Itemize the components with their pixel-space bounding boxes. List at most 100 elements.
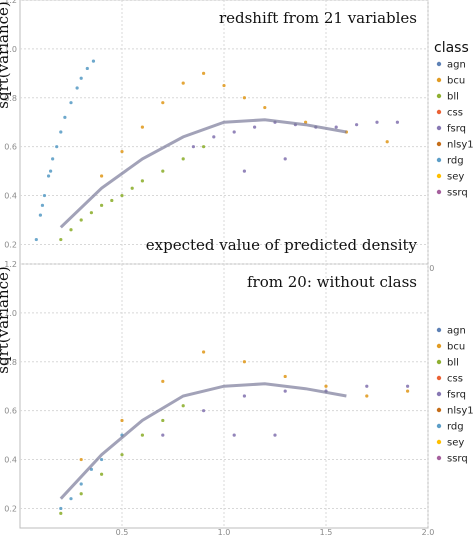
- point-rdg: [55, 145, 59, 149]
- point-bcu: [304, 120, 308, 124]
- legend-item-label: fsrq: [447, 390, 466, 401]
- point-bcu: [324, 384, 328, 388]
- point-bcu: [181, 81, 185, 85]
- point-bll: [161, 418, 165, 423]
- point-bcu: [242, 360, 246, 364]
- point-bll: [79, 218, 83, 222]
- x-tick-labels: 0.5 1.0 1.5 2.0: [116, 528, 435, 535]
- y-tick-label: 0.4: [4, 192, 17, 201]
- point-rdg: [69, 101, 73, 105]
- point-fsrq: [202, 409, 206, 413]
- legend-marker: [436, 125, 442, 131]
- point-bll: [120, 453, 124, 457]
- point-bll: [161, 169, 165, 173]
- y-tick-label: 1.2: [4, 260, 17, 269]
- legend-marker: [436, 173, 442, 179]
- point-rdg: [59, 130, 63, 134]
- point-rdg: [85, 66, 89, 71]
- point-fsrq: [212, 135, 216, 139]
- point-fsrq: [232, 433, 236, 437]
- point-fsrq: [253, 125, 257, 129]
- point-bll: [120, 193, 124, 198]
- chart-annotation: expected value of predicted density: [146, 236, 418, 254]
- x-tick-label: 1.5: [320, 528, 333, 535]
- y-tick-label: 0.4: [4, 456, 17, 465]
- y-tick-label: 1.2: [4, 0, 17, 5]
- grid: [20, 0, 429, 264]
- legend-marker: [436, 109, 442, 115]
- legend-item-label: ssrq: [447, 454, 468, 465]
- point-bcu: [161, 101, 165, 105]
- y-tick-labels: 0.2 0.4 0.6 0.8 1.0 1.2: [4, 260, 17, 513]
- legend-item-label: rdg: [447, 422, 464, 433]
- point-rdg: [46, 174, 51, 178]
- point-fsrq: [232, 130, 236, 134]
- legend-marker: [436, 327, 442, 333]
- y-tick-label: 0.2: [4, 504, 17, 513]
- point-rdg: [75, 86, 79, 90]
- y-tick-label: 0.8: [4, 94, 17, 103]
- legend-item-label: sey: [447, 438, 464, 449]
- legend-item-label: agn: [447, 60, 466, 71]
- y-tick-label: 0.8: [4, 358, 17, 367]
- legend-title: class: [434, 40, 469, 56]
- y-tick-label: 1.0: [4, 45, 17, 54]
- point-fsrq: [283, 389, 287, 393]
- point-bcu: [283, 374, 287, 379]
- point-fsrq: [355, 123, 359, 127]
- point-bcu: [385, 140, 389, 144]
- point-bll: [100, 472, 104, 476]
- point-rdg: [63, 115, 67, 119]
- point-fsrq: [365, 384, 369, 388]
- point-bll: [181, 157, 185, 161]
- legend-item-label: agn: [447, 326, 466, 337]
- y-axis-label: sqrt(variance): [0, 1, 12, 108]
- legend-marker: [436, 391, 442, 397]
- panel-top: 0.51.01.52.0 0.20.40.60.81.01.2 redshift…: [0, 0, 474, 273]
- legend-marker: [436, 359, 442, 365]
- trend-curve: [59, 118, 347, 229]
- x-tick-label: 1.0: [218, 528, 231, 535]
- legend-marker: [436, 61, 442, 67]
- point-rdg: [79, 482, 83, 486]
- scatter-points: [34, 59, 399, 242]
- point-bcu: [120, 418, 124, 423]
- legend-item-label: ssrq: [447, 188, 468, 199]
- chart-title: from 20: without class: [247, 273, 417, 291]
- point-bcu: [79, 457, 83, 462]
- scatter-points: [59, 350, 410, 515]
- point-rdg: [79, 76, 83, 80]
- point-fsrq: [273, 433, 277, 437]
- point-fsrq: [406, 384, 410, 388]
- point-rdg: [49, 169, 53, 173]
- point-bcu: [263, 105, 267, 110]
- point-fsrq: [375, 120, 379, 124]
- point-bcu: [242, 96, 246, 100]
- panel-bottom: 0.5 1.0 1.5 2.0 0.2 0.4 0.6 0.8 1.0 1.2 from 20:…: [0, 260, 474, 535]
- legend-marker: [436, 455, 442, 461]
- legend-marker: [436, 189, 442, 195]
- point-fsrq: [242, 169, 246, 173]
- legend-item-label: bcu: [447, 76, 465, 87]
- legend-marker: [436, 141, 442, 147]
- point-fsrq: [334, 125, 338, 129]
- y-tick-label: 0.6: [4, 143, 17, 152]
- point-rdg: [38, 213, 43, 217]
- trend-curve: [59, 382, 347, 500]
- point-rdg: [42, 193, 47, 198]
- point-bcu: [120, 149, 124, 154]
- legend-item-label: bll: [447, 92, 459, 103]
- point-fsrq: [395, 120, 399, 124]
- x-tick-label: 0.5: [116, 528, 129, 535]
- legend-item-label: css: [447, 374, 463, 385]
- legend-item-label: rdg: [447, 156, 464, 167]
- point-bcu: [406, 389, 410, 393]
- y-tick-label: 0.6: [4, 407, 17, 416]
- point-rdg: [51, 157, 55, 161]
- legend-marker: [436, 407, 442, 413]
- point-bll: [130, 186, 134, 190]
- point-bll: [59, 237, 63, 242]
- point-bll: [59, 511, 63, 515]
- legend-marker: [436, 439, 442, 445]
- point-rdg: [40, 203, 45, 207]
